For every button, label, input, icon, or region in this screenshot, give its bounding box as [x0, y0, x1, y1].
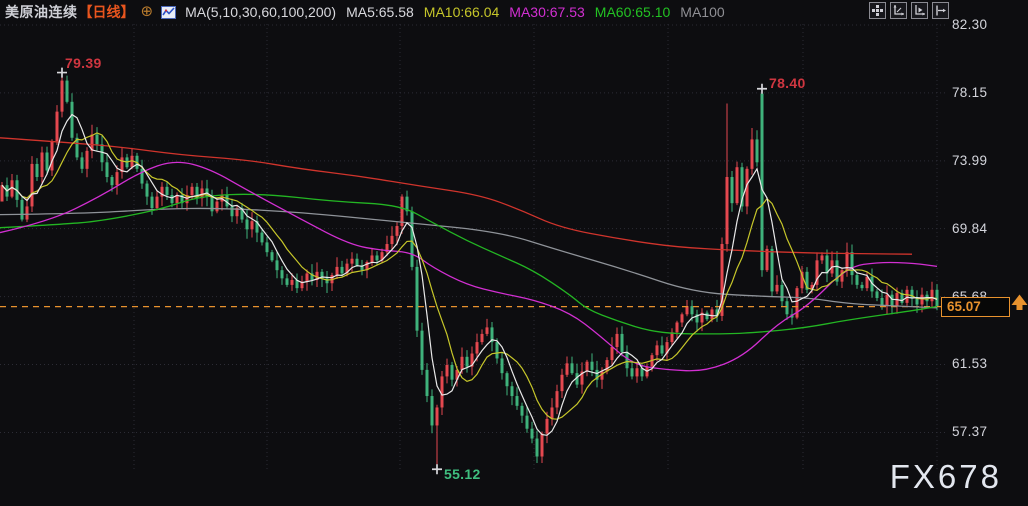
axis-play-icon[interactable] [911, 2, 928, 19]
chart-toolbar [869, 2, 949, 19]
jump-latest-icon[interactable] [932, 2, 949, 19]
y-tick-label: 82.30 [952, 17, 988, 32]
last-price-label: 65.07 [941, 297, 1010, 318]
y-tick-label: 73.99 [952, 152, 988, 168]
ma100-legend: MA100 [680, 4, 725, 20]
price-arrow-icon [1011, 294, 1028, 310]
y-tick-label: 69.84 [952, 220, 988, 236]
ma30-legend: MA30:67.53 [509, 4, 585, 20]
pan-icon[interactable] [869, 2, 886, 19]
chart-type-icon[interactable] [161, 5, 177, 20]
extreme-cross-marker [57, 67, 67, 78]
watermark: FX678 [889, 458, 1002, 495]
ma-line-ma100 [0, 207, 938, 309]
y-tick-label: 78.15 [952, 84, 988, 100]
extreme-label-high: 79.39 [65, 54, 102, 71]
extreme-label-low: 55.12 [444, 466, 481, 483]
ma-line-ma5 [1, 113, 938, 436]
ma-line-ma200 [0, 137, 913, 255]
period-selector[interactable]: 【日线】 [78, 4, 135, 20]
axis-scale-icon[interactable] [890, 2, 907, 19]
ma10-legend: MA10:66.04 [423, 4, 500, 20]
chart-header: 美原油连续 【日线】 ⊕ MA(5,10,30,60,100,200) MA5:… [0, 0, 1028, 24]
extreme-cross-marker [757, 83, 767, 94]
extreme-cross-marker [432, 464, 442, 475]
ma5-legend: MA5:65.58 [346, 4, 414, 20]
y-tick-label: 61.53 [952, 356, 988, 372]
add-indicator-icon[interactable]: ⊕ [140, 3, 154, 20]
symbol-name: 美原油连续 [5, 4, 78, 20]
ma60-legend: MA60:65.10 [594, 4, 671, 20]
extreme-label-spike: 78.40 [769, 74, 806, 91]
ma-line-ma10 [1, 132, 938, 420]
y-tick-label: 57.37 [952, 424, 988, 440]
ma-line-ma30 [0, 161, 938, 372]
ma-line-ma60 [0, 193, 938, 335]
ma-params-label: MA(5,10,30,60,100,200) [185, 4, 337, 20]
